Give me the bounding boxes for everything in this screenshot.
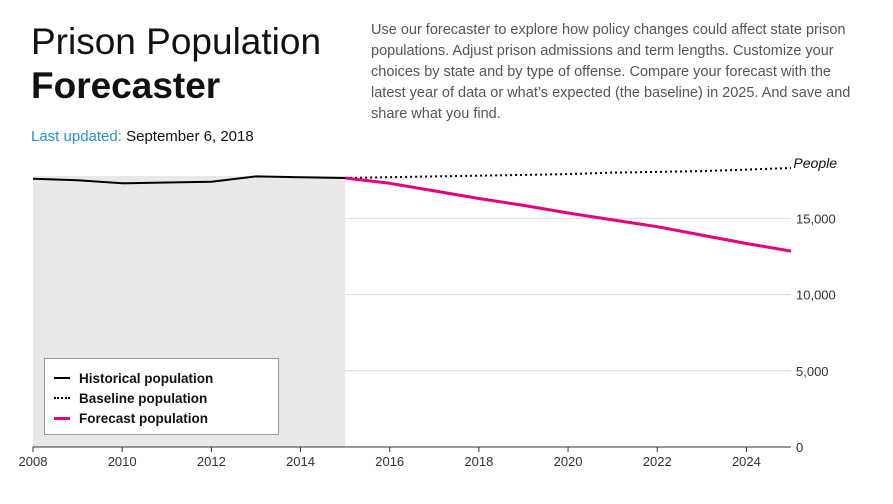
x-tick-label: 2014 xyxy=(286,454,315,469)
legend-swatch-baseline xyxy=(54,397,70,399)
legend-item-forecast: Forecast population xyxy=(54,408,278,428)
y-tick-label: 15,000 xyxy=(796,211,836,226)
population-chart: 0 5,000 10,000 15,000 2008 2010 2012 2014 2016 20… xyxy=(19,155,838,469)
legend-label-historical: Historical population xyxy=(79,370,214,386)
x-tick-label: 2022 xyxy=(643,454,672,469)
legend-item-baseline: Baseline population xyxy=(54,388,278,408)
x-tick-label: 2024 xyxy=(732,454,761,469)
legend-label-forecast: Forecast population xyxy=(79,410,209,426)
legend-swatch-historical xyxy=(54,377,70,379)
last-updated: Last updated: September 6, 2018 xyxy=(31,128,254,146)
intro-description: Use our forecaster to explore how policy… xyxy=(371,22,851,122)
legend-label-baseline: Baseline population xyxy=(79,390,208,406)
page-title: Prison Population Forecaster xyxy=(31,20,321,108)
baseline-line xyxy=(345,167,792,179)
x-tick-label: 2018 xyxy=(464,454,493,469)
x-tick-label: 2020 xyxy=(554,454,583,469)
legend-item-historical: Historical population xyxy=(54,368,278,388)
x-tick-label: 2010 xyxy=(108,454,137,469)
x-tick-label: 2012 xyxy=(197,454,226,469)
last-updated-label: Last updated: xyxy=(31,128,122,145)
x-tick-label: 2008 xyxy=(19,454,48,469)
chart-legend: Historical population Baseline populatio… xyxy=(44,358,279,435)
historical-line xyxy=(32,175,346,185)
last-updated-date: September 6, 2018 xyxy=(126,128,254,145)
y-axis-label: People xyxy=(793,155,837,171)
forecast-line xyxy=(344,176,792,253)
legend-swatch-forecast xyxy=(54,416,70,420)
y-tick-label: 5,000 xyxy=(796,364,829,379)
title-line-prison-population: Prison Population xyxy=(31,21,322,62)
x-tick-label: 2016 xyxy=(375,454,404,469)
y-tick-label: 0 xyxy=(796,440,803,455)
title-line-forecaster: Forecaster xyxy=(31,65,221,106)
y-tick-label: 10,000 xyxy=(796,288,836,303)
